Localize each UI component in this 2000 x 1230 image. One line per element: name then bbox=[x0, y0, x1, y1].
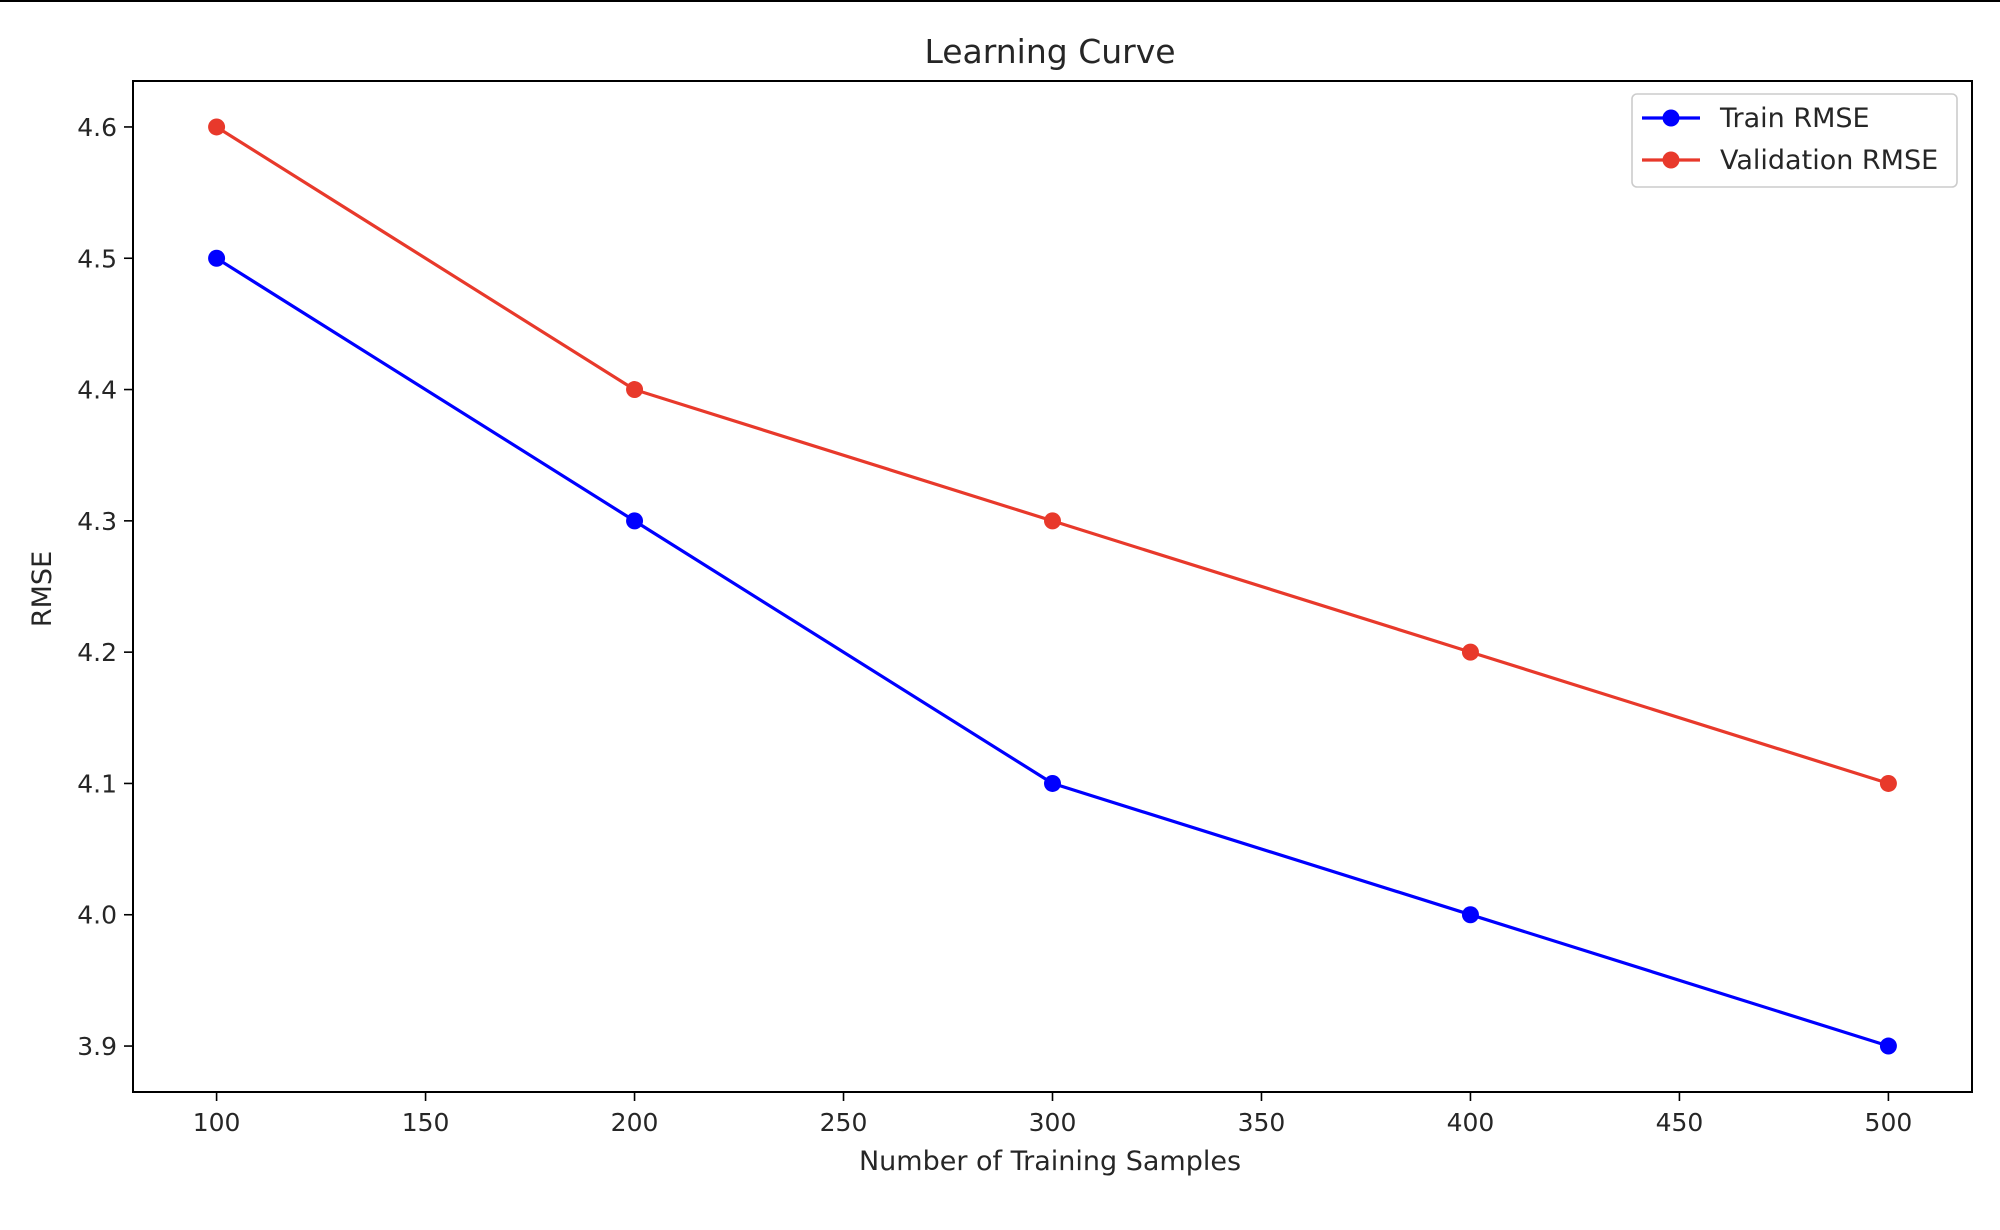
y-tick-label: 4.5 bbox=[77, 244, 117, 273]
x-tick-label: 300 bbox=[1029, 1108, 1077, 1137]
series-line-train-rmse bbox=[215, 256, 1889, 1048]
legend-box bbox=[1631, 93, 1958, 188]
x-tick-label: 350 bbox=[1238, 1108, 1286, 1137]
legend-label-validation-rmse: Validation RMSE bbox=[1720, 145, 1938, 176]
legend-marker-train-rmse bbox=[1662, 109, 1680, 127]
y-tick-label: 4.2 bbox=[77, 638, 117, 667]
data-point-train-rmse bbox=[1879, 1037, 1897, 1055]
x-tick-label: 450 bbox=[1656, 1108, 1704, 1137]
x-tick-label: 400 bbox=[1447, 1108, 1495, 1137]
data-point-validation-rmse bbox=[1879, 774, 1897, 792]
series-line-validation-rmse bbox=[215, 125, 1889, 785]
legend-marker-validation-rmse bbox=[1662, 151, 1680, 169]
x-tick-label: 150 bbox=[402, 1108, 450, 1137]
y-tick-label: 4.3 bbox=[77, 507, 117, 536]
data-point-validation-rmse bbox=[208, 118, 226, 136]
plot-frame bbox=[132, 80, 1973, 1093]
data-point-train-rmse bbox=[626, 512, 644, 530]
y-tick-label: 3.9 bbox=[77, 1032, 117, 1061]
y-tick-label: 4.6 bbox=[77, 113, 117, 142]
y-tick-label: 4.4 bbox=[77, 376, 117, 405]
chart-title: Learning Curve bbox=[924, 32, 1175, 71]
x-tick-label: 500 bbox=[1865, 1108, 1913, 1137]
y-tick-label: 4.0 bbox=[77, 901, 117, 930]
data-point-validation-rmse bbox=[1461, 643, 1479, 661]
legend: Train RMSE Validation RMSE bbox=[1631, 93, 1958, 188]
data-point-train-rmse bbox=[1044, 774, 1061, 792]
data-point-validation-rmse bbox=[1044, 512, 1061, 530]
x-tick-label: 250 bbox=[820, 1108, 868, 1137]
data-point-train-rmse bbox=[1461, 906, 1479, 924]
y-axis-label: RMSE bbox=[27, 551, 58, 627]
legend-label-train-rmse: Train RMSE bbox=[1719, 103, 1870, 134]
x-tick-label: 200 bbox=[611, 1108, 659, 1137]
x-tick-label: 100 bbox=[193, 1108, 241, 1137]
data-point-validation-rmse bbox=[626, 381, 644, 399]
y-tick-label: 4.1 bbox=[77, 769, 117, 798]
plot-area: 100 150 200 250 300 350 400 450 500 3.9 4.0 4.1 4.2 4… bbox=[77, 80, 1973, 1137]
x-axis-label: Number of Training Samples bbox=[859, 1146, 1241, 1177]
data-point-train-rmse bbox=[208, 249, 226, 267]
